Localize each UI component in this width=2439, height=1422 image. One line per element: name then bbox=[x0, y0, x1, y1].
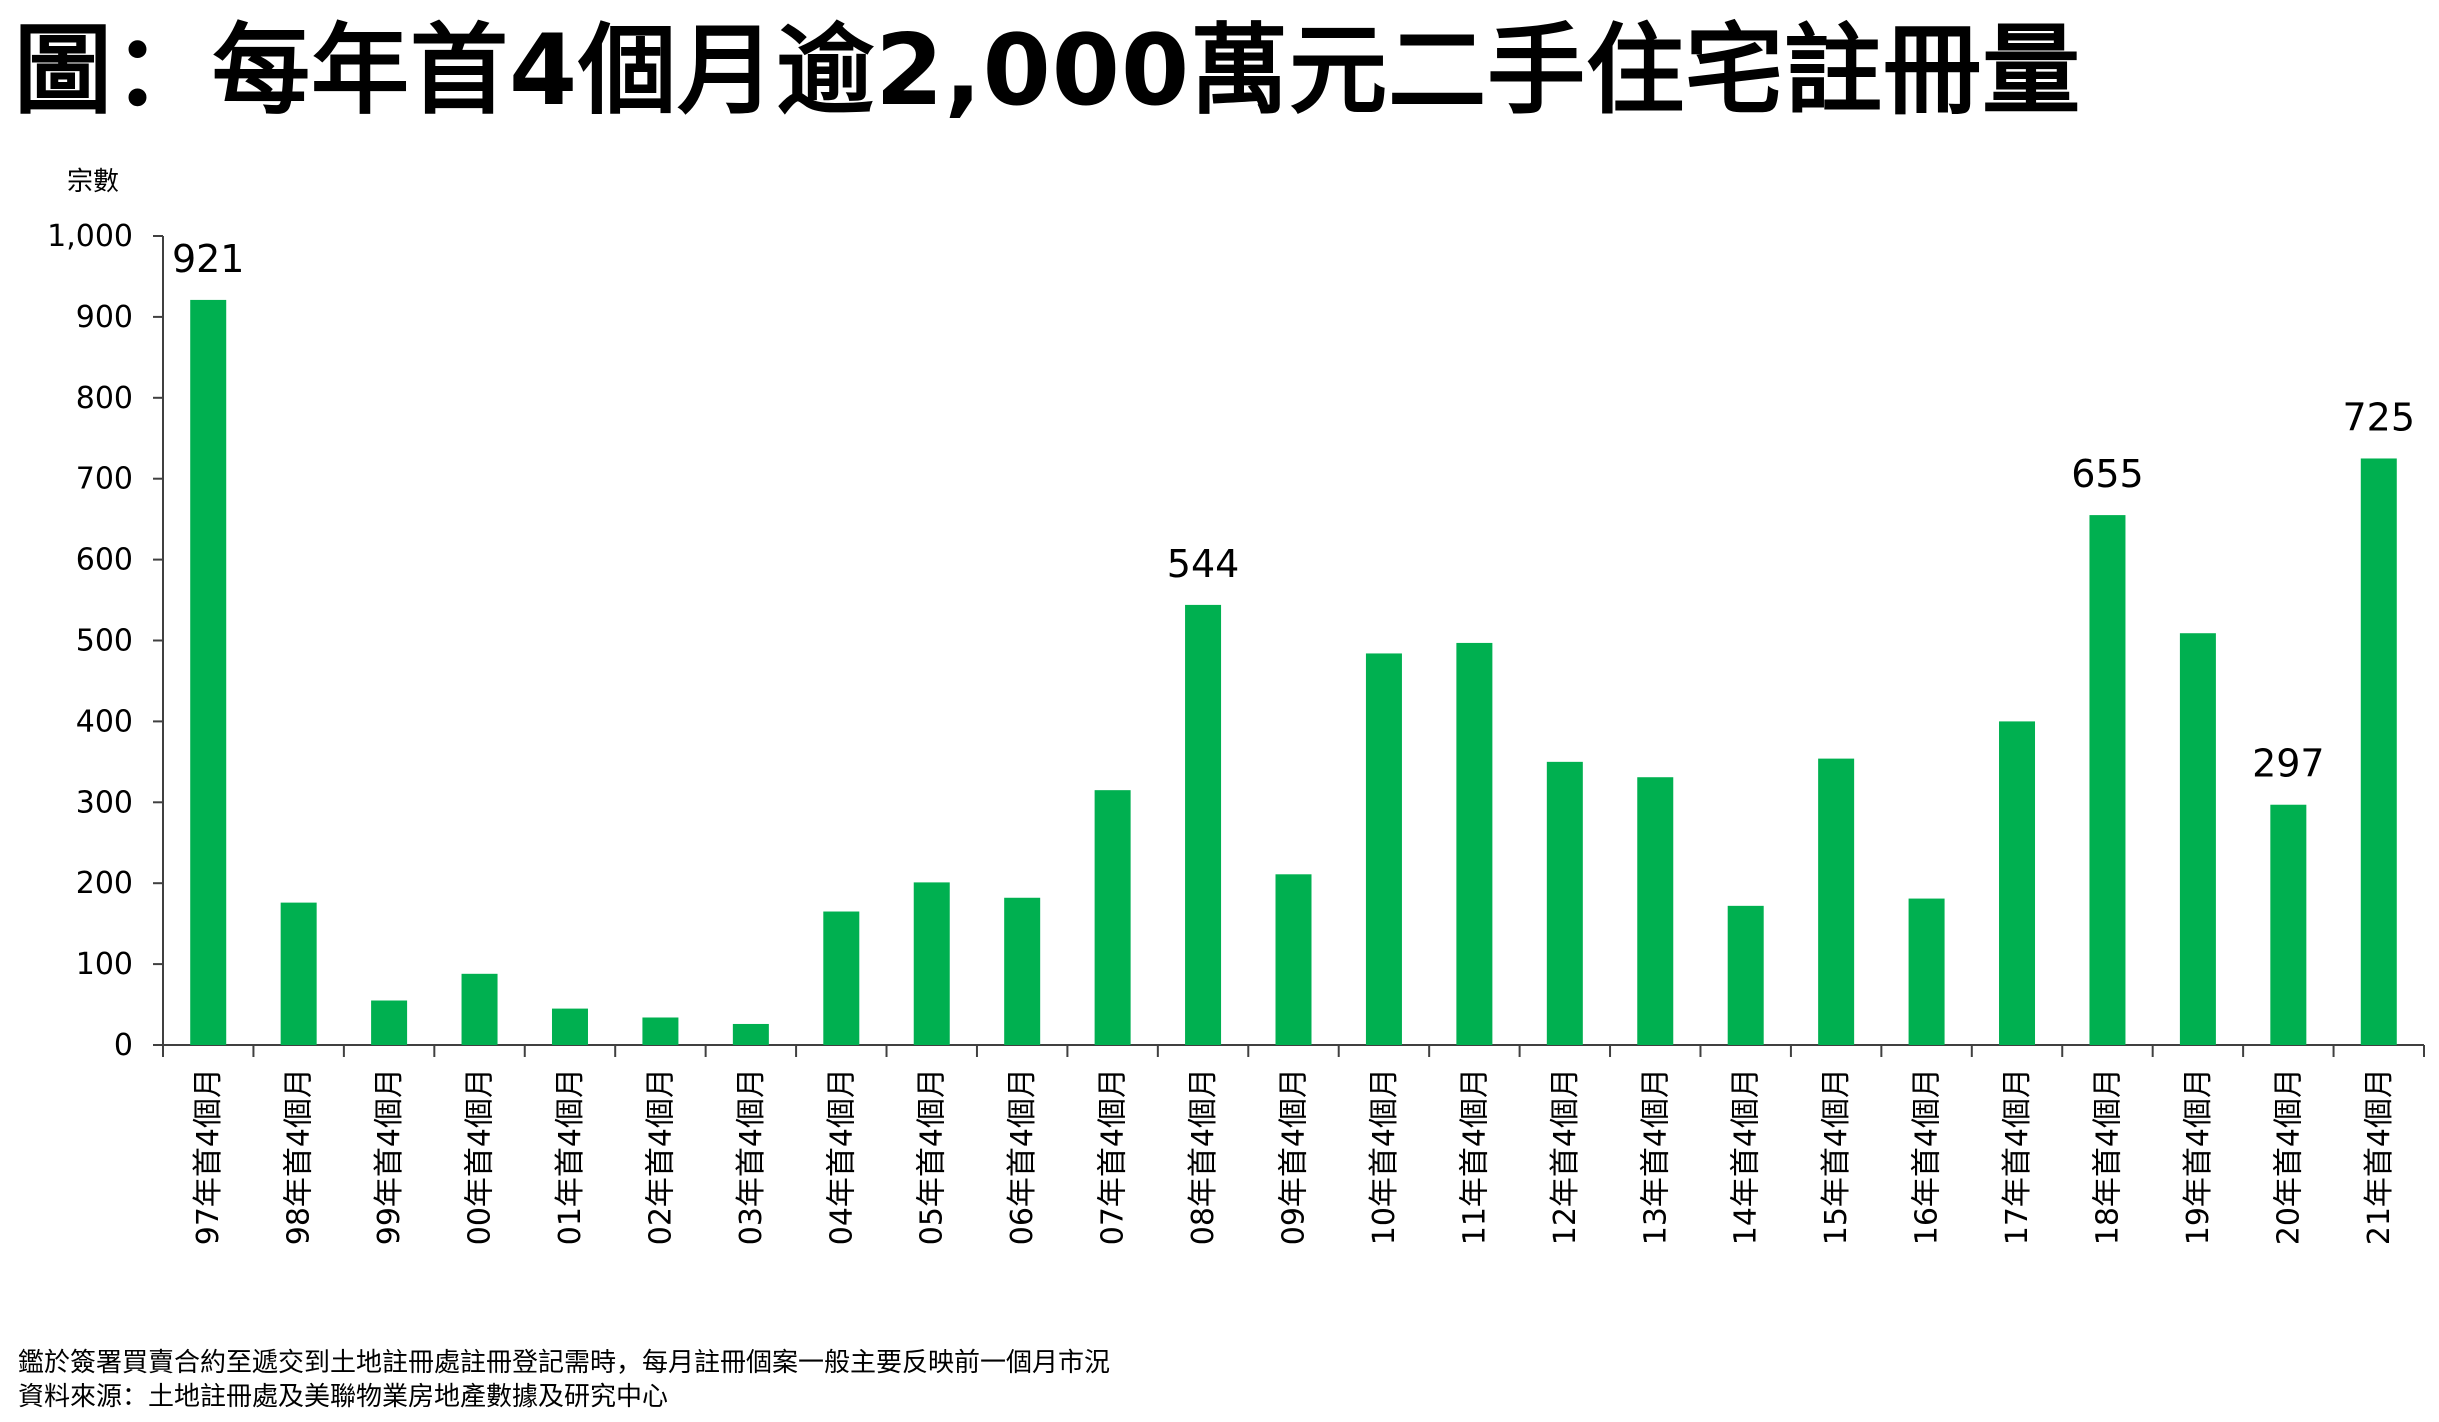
y-tick-label: 200 bbox=[76, 866, 133, 901]
y-axis-label: 宗數 bbox=[67, 167, 119, 197]
x-tick-label: 18年首4個月 bbox=[2090, 1068, 2125, 1245]
x-tick-label: 11年首4個月 bbox=[1457, 1068, 1492, 1245]
y-tick-label: 600 bbox=[76, 543, 133, 578]
bar bbox=[642, 1017, 679, 1045]
x-tick-label: 00年首4個月 bbox=[463, 1068, 498, 1245]
x-tick-label: 06年首4個月 bbox=[1005, 1068, 1040, 1245]
bar bbox=[2179, 633, 2216, 1045]
bar bbox=[461, 973, 498, 1045]
x-tick-label: 14年首4個月 bbox=[1729, 1068, 1764, 1245]
chart-title: 圖：每年首4個月逾2,000萬元二手住宅註冊量 bbox=[14, 14, 2082, 128]
bar bbox=[1004, 897, 1041, 1045]
data-label: 725 bbox=[2343, 395, 2416, 439]
bar bbox=[1908, 898, 1945, 1045]
x-tick-label: 21年首4個月 bbox=[2362, 1068, 2397, 1245]
data-label: 655 bbox=[2071, 452, 2144, 496]
x-tick-label: 20年首4個月 bbox=[2271, 1068, 2306, 1245]
x-tick-label: 03年首4個月 bbox=[734, 1068, 769, 1245]
bar bbox=[1185, 604, 1222, 1045]
bar bbox=[1546, 761, 1583, 1045]
bar bbox=[732, 1023, 769, 1045]
footnote-source: 資料來源：土地註冊處及美聯物業房地產數據及研究中心 bbox=[18, 1382, 669, 1412]
x-tick-label: 97年首4個月 bbox=[191, 1068, 226, 1245]
y-tick-label: 700 bbox=[76, 462, 133, 497]
y-tick-label: 100 bbox=[76, 947, 133, 982]
y-tick-label: 300 bbox=[76, 785, 133, 820]
bar bbox=[913, 882, 950, 1045]
bar bbox=[2360, 458, 2397, 1046]
x-tick-label: 16年首4個月 bbox=[1910, 1068, 1945, 1245]
bar bbox=[280, 902, 317, 1045]
bar bbox=[2089, 515, 2126, 1045]
y-tick-label: 500 bbox=[76, 624, 133, 659]
y-tick-label: 900 bbox=[76, 300, 133, 335]
data-label: 921 bbox=[172, 237, 245, 281]
bar bbox=[1275, 874, 1312, 1045]
bar bbox=[551, 1008, 588, 1045]
x-tick-label: 02年首4個月 bbox=[643, 1068, 678, 1245]
bar bbox=[1727, 905, 1764, 1045]
bar bbox=[1456, 642, 1493, 1045]
bar bbox=[2270, 804, 2307, 1045]
bar bbox=[823, 911, 860, 1045]
x-tick-label: 04年首4個月 bbox=[824, 1068, 859, 1245]
footnote-timing: 鑑於簽署買賣合約至遞交到土地註冊處註冊登記需時，每月註冊個案一般主要反映前一個月… bbox=[18, 1348, 1111, 1378]
data-label: 544 bbox=[1167, 542, 1240, 586]
x-tick-label: 15年首4個月 bbox=[1819, 1068, 1854, 1245]
x-tick-label: 05年首4個月 bbox=[915, 1068, 950, 1245]
x-tick-label: 07年首4個月 bbox=[1096, 1068, 1131, 1245]
y-tick-label: 0 bbox=[114, 1028, 133, 1063]
x-tick-label: 01年首4個月 bbox=[553, 1068, 588, 1245]
x-tick-label: 12年首4個月 bbox=[1548, 1068, 1583, 1245]
bar bbox=[1094, 790, 1131, 1045]
x-tick-label: 19年首4個月 bbox=[2181, 1068, 2216, 1245]
x-tick-label: 09年首4個月 bbox=[1277, 1068, 1312, 1245]
y-tick-label: 400 bbox=[76, 704, 133, 739]
bar bbox=[371, 1000, 408, 1045]
x-tick-label: 99年首4個月 bbox=[372, 1068, 407, 1245]
bar bbox=[190, 299, 227, 1045]
x-tick-label: 17年首4個月 bbox=[2000, 1068, 2035, 1245]
bar bbox=[1365, 653, 1402, 1045]
bar bbox=[1818, 758, 1855, 1045]
x-tick-label: 10年首4個月 bbox=[1367, 1068, 1402, 1245]
y-tick-label: 800 bbox=[76, 381, 133, 416]
bar bbox=[1637, 777, 1674, 1045]
data-label: 297 bbox=[2252, 742, 2325, 786]
x-tick-label: 98年首4個月 bbox=[282, 1068, 317, 1245]
x-tick-label: 13年首4個月 bbox=[1638, 1068, 1673, 1245]
y-tick-label: 1,000 bbox=[47, 219, 133, 254]
bar bbox=[1999, 721, 2036, 1045]
x-tick-label: 08年首4個月 bbox=[1186, 1068, 1221, 1245]
